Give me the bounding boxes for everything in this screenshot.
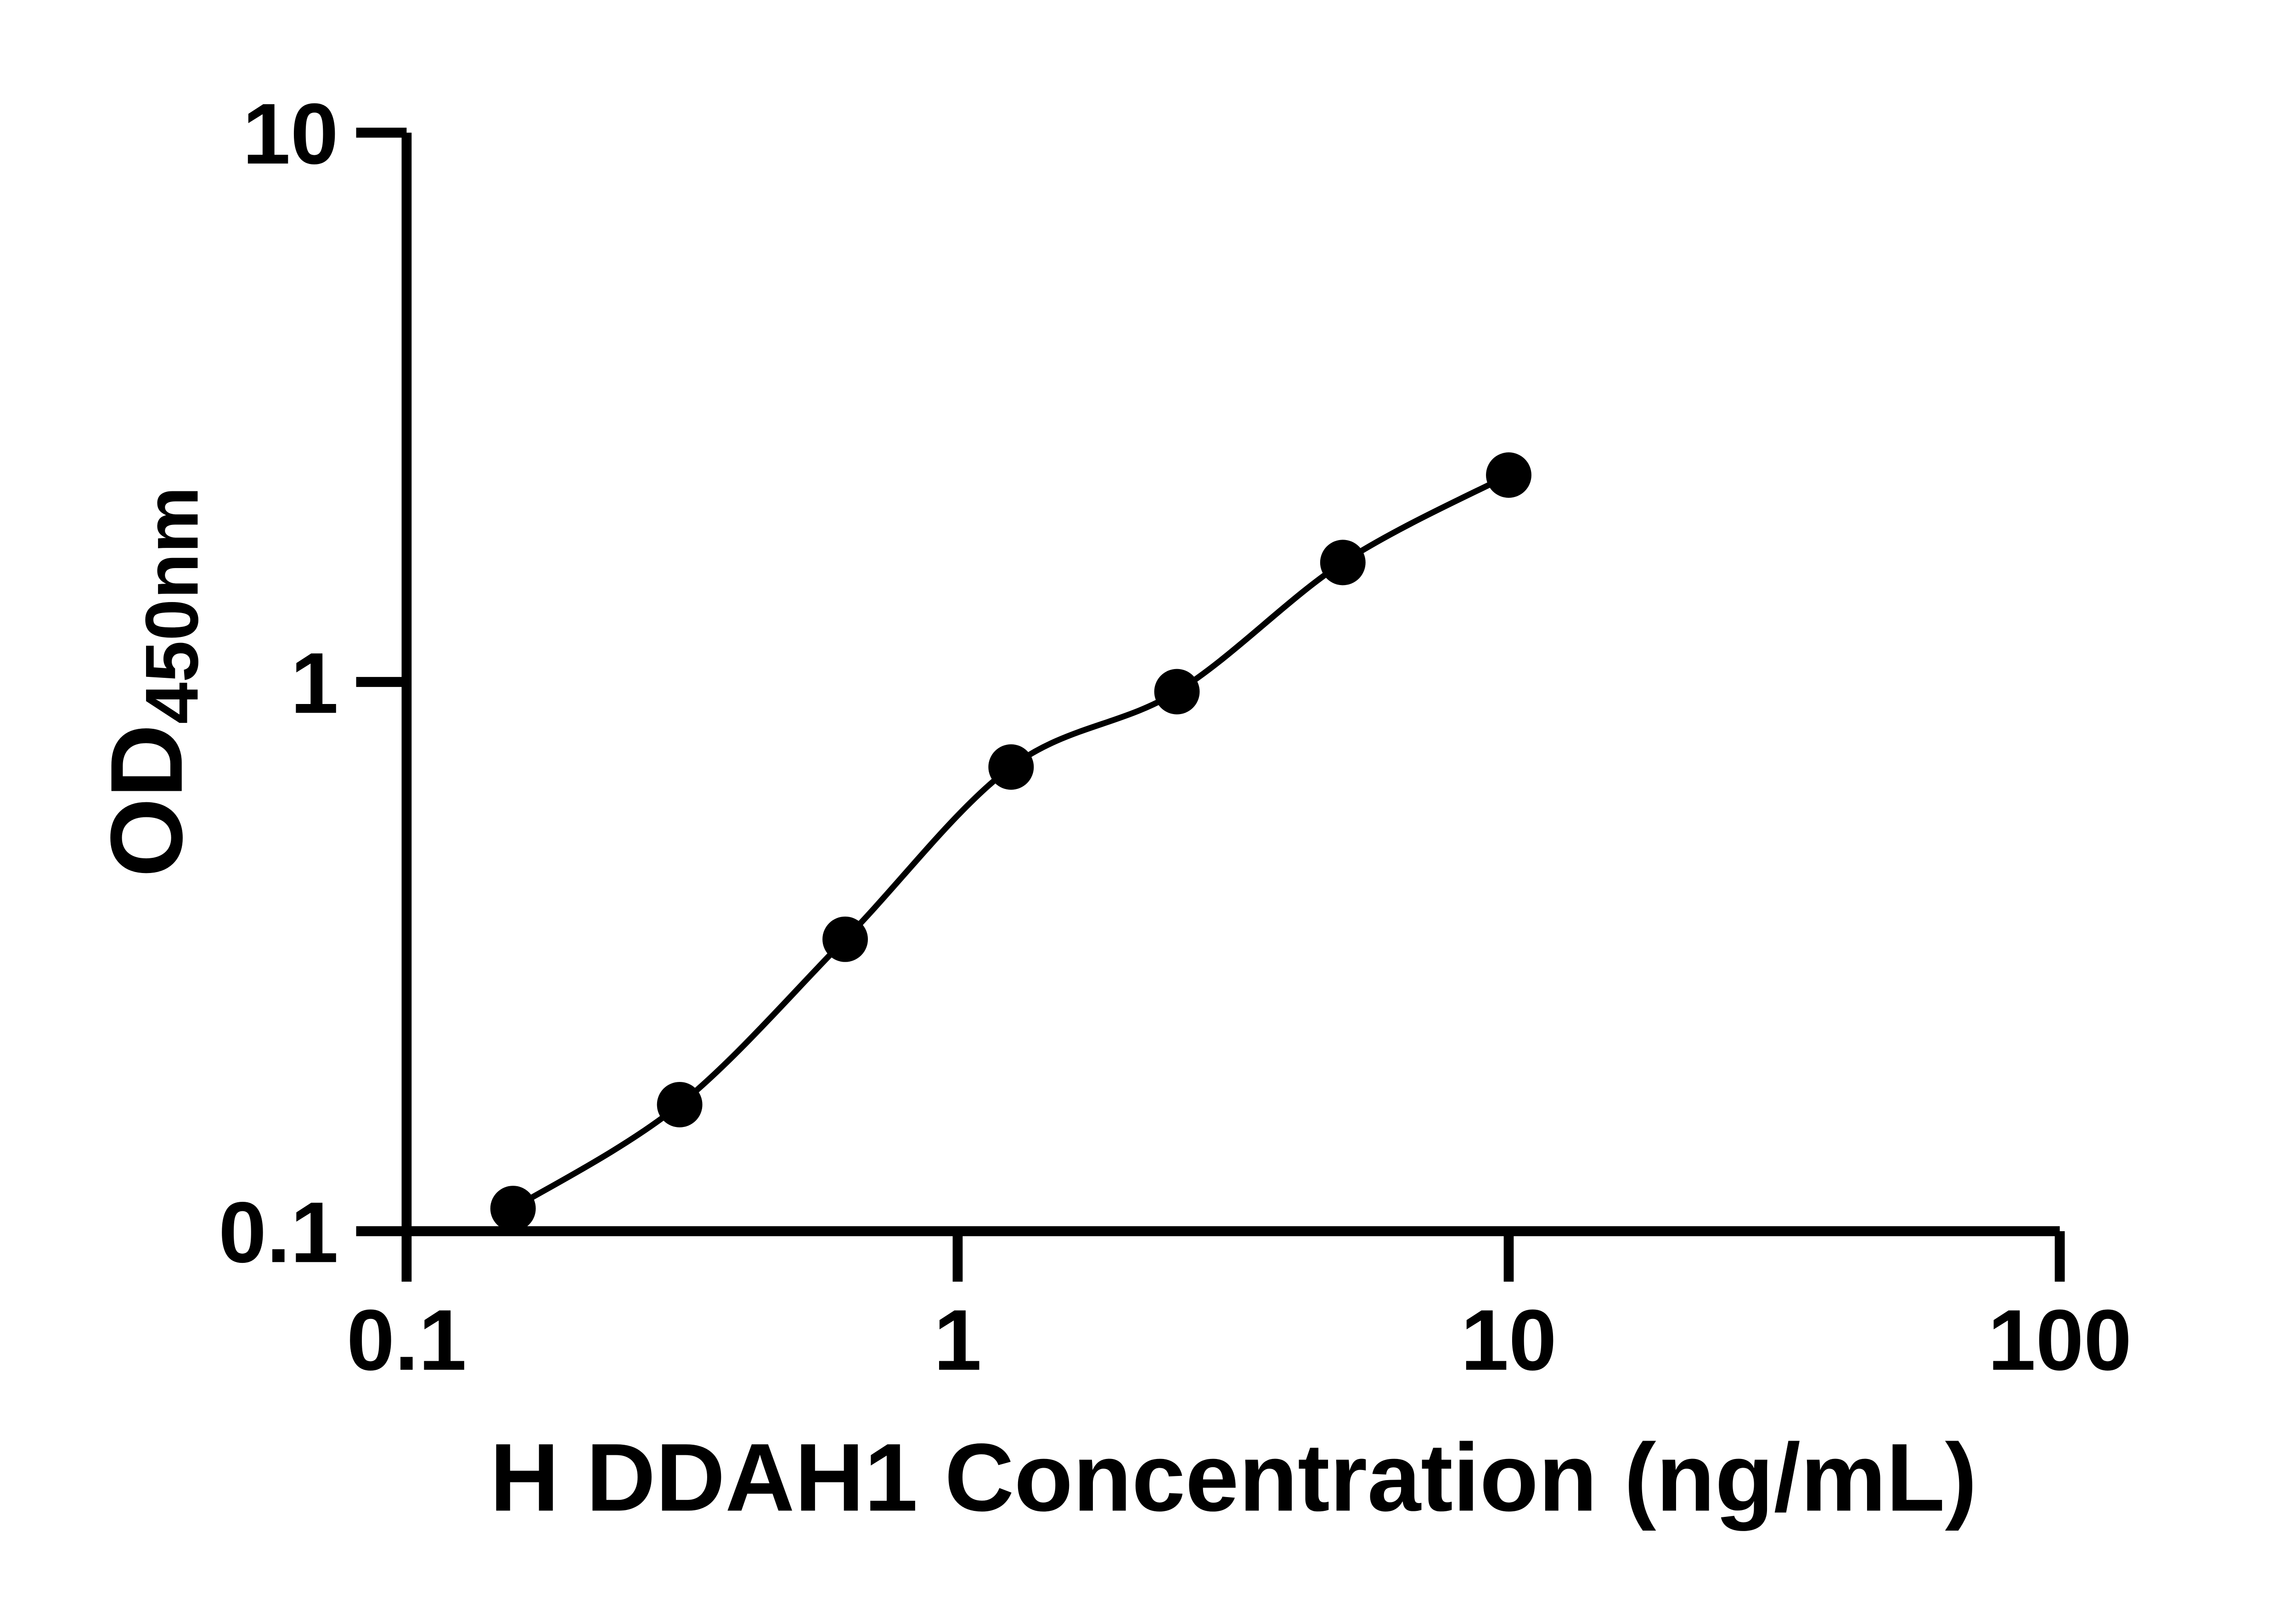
x-tick-label: 1 (934, 1292, 982, 1388)
data-point (822, 916, 868, 962)
data-point (1154, 669, 1200, 715)
y-axis-title: OD450nm (90, 486, 214, 877)
data-point (1320, 540, 1366, 586)
data-point (1486, 452, 1531, 498)
x-tick-label: 10 (1461, 1292, 1557, 1388)
y-axis-title-main: OD (90, 724, 204, 878)
axes (401, 132, 2060, 1236)
x-tick-label: 100 (1988, 1292, 2132, 1388)
y-tick-label: 0.1 (219, 1184, 338, 1280)
data-points (490, 452, 1531, 1232)
data-point (988, 744, 1034, 790)
axis-tick-labels: 0.1 1 10 100 0.1 1 10 (219, 85, 2132, 1388)
data-point (657, 1081, 703, 1127)
y-axis-title-subscript: 450nm (129, 486, 214, 724)
data-point (490, 1186, 536, 1232)
y-tick-label: 10 (242, 85, 338, 182)
y-tick-label: 1 (291, 635, 339, 731)
x-tick-label: 0.1 (347, 1292, 467, 1388)
x-axis-title: H DDAH1 Concentration (ng/mL) (490, 1424, 1977, 1531)
axis-ticks (356, 127, 2065, 1282)
